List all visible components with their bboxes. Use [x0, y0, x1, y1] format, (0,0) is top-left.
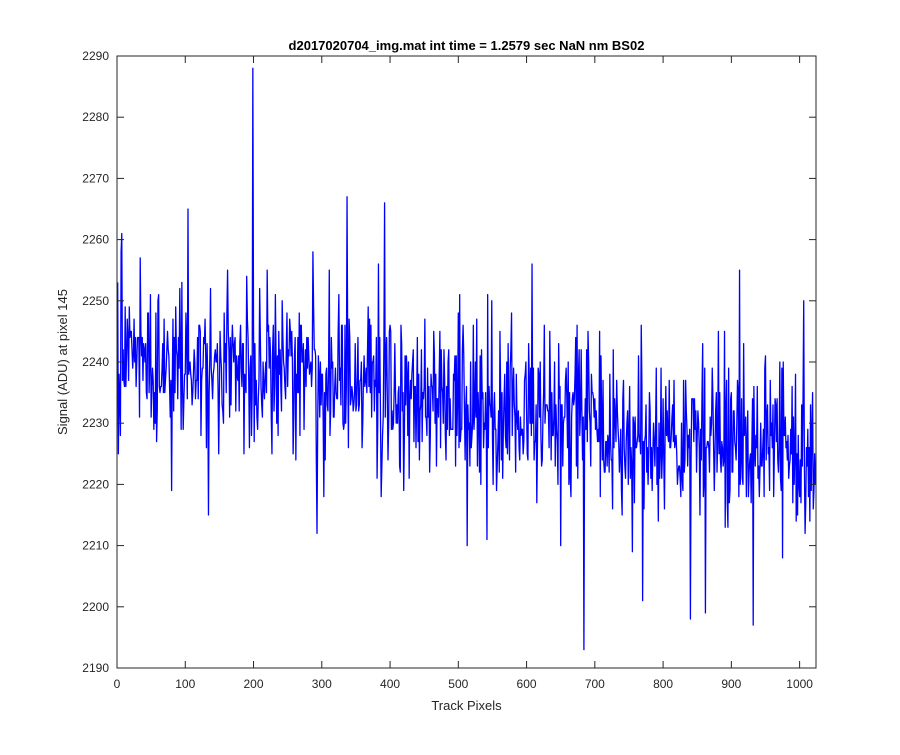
y-tick-label: 2290 — [82, 49, 109, 63]
y-tick-label: 2260 — [82, 233, 109, 247]
y-tick-label: 2280 — [82, 110, 109, 124]
x-tick-label: 300 — [312, 677, 332, 691]
x-axis-ticks: 0 100 200 300 400 500 600 700 800 900 1000 — [114, 56, 813, 691]
x-tick-label: 1000 — [786, 677, 813, 691]
signal-series-line — [117, 67, 816, 651]
plot-lines — [117, 67, 816, 651]
x-tick-label: 900 — [721, 677, 741, 691]
x-tick-label: 600 — [517, 677, 537, 691]
y-tick-label: 2220 — [82, 477, 109, 491]
y-tick-label: 2240 — [82, 355, 109, 369]
y-tick-label: 2200 — [82, 600, 109, 614]
x-tick-label: 500 — [448, 677, 468, 691]
y-tick-label: 2210 — [82, 539, 109, 553]
x-tick-label: 100 — [175, 677, 195, 691]
y-tick-label: 2270 — [82, 171, 109, 185]
x-tick-label: 400 — [380, 677, 400, 691]
x-tick-label: 700 — [585, 677, 605, 691]
x-tick-label: 800 — [653, 677, 673, 691]
x-tick-label: 0 — [114, 677, 121, 691]
plot-area — [117, 56, 816, 668]
y-axis-label: Signal (ADU) at pixel 145 — [55, 289, 70, 435]
y-axis-ticks: 2190 2200 2210 2220 2230 2240 2250 2260 2270 2280… — [82, 49, 816, 675]
chart-title: d2017020704_img.mat int time = 1.2579 se… — [289, 38, 645, 53]
x-tick-label: 200 — [244, 677, 264, 691]
y-tick-label: 2250 — [82, 294, 109, 308]
y-tick-label: 2230 — [82, 416, 109, 430]
y-tick-label: 2190 — [82, 661, 109, 675]
axes-box — [116, 55, 817, 669]
x-axis-label: Track Pixels — [431, 698, 502, 713]
